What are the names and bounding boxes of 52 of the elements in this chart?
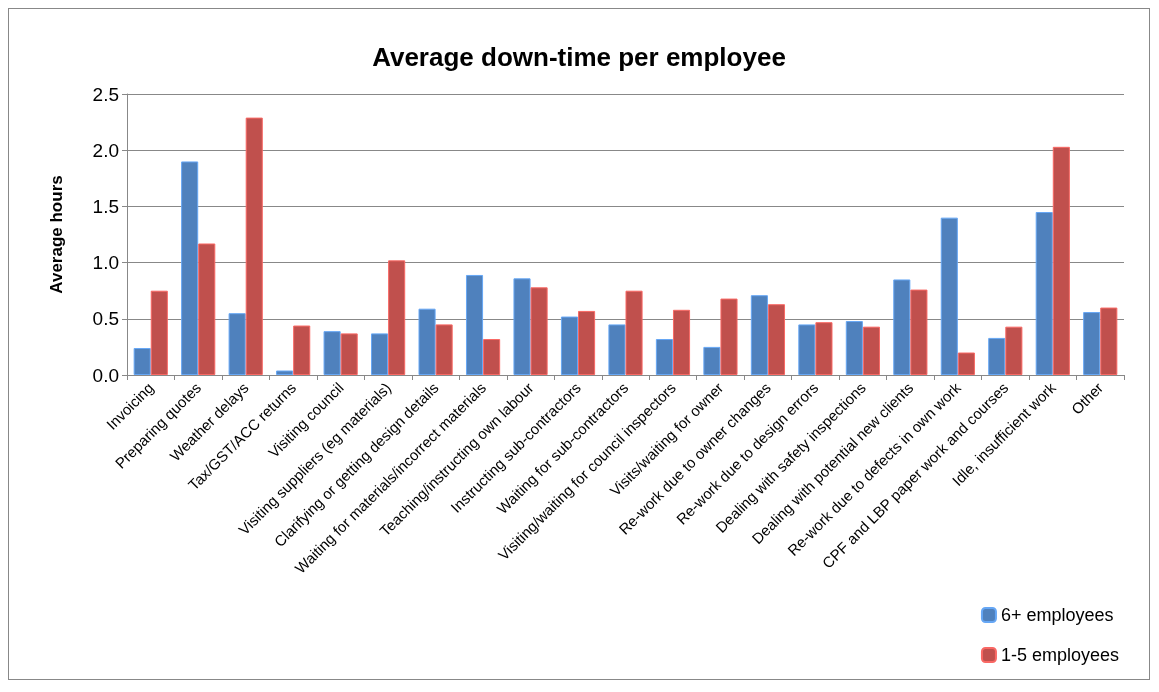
legend-label: 1-5 employees [1000,645,1120,665]
bar [133,348,151,375]
bar [530,287,548,375]
bar [245,117,263,375]
bar [340,333,358,375]
bar [323,331,341,375]
bar [703,346,721,375]
bar [893,279,911,375]
y-tick-label: 2.0 [92,139,119,161]
bar [1052,146,1070,375]
y-tick-label: 0.0 [92,364,119,386]
bar [513,278,531,375]
y-tick-label: 0.5 [92,308,119,330]
bar [655,339,673,375]
bar [750,295,768,375]
bar [228,313,246,375]
bar [957,352,975,375]
bar [276,370,294,375]
y-tick-label: 1.5 [92,195,119,217]
bar [435,324,453,375]
y-tick-label: 1.0 [92,252,119,274]
bar [560,316,579,375]
chart-title: Average down-time per employee [372,42,786,72]
bar [465,274,484,375]
bar [815,322,833,375]
bar [608,324,626,375]
bar [720,298,738,375]
bar [1100,307,1118,375]
bar [1083,312,1101,375]
bar [862,326,880,375]
bar [418,308,436,375]
y-tick-label: 2.5 [92,83,119,105]
bar [672,309,691,375]
bar [483,339,501,375]
bar [181,161,199,375]
bar [625,290,643,375]
bar [940,217,958,375]
bar [767,304,786,375]
bar [150,290,168,375]
bar [371,333,389,375]
bar [910,289,928,375]
bar [388,260,406,375]
bar [988,337,1006,375]
bar [198,243,216,375]
bar [293,325,311,375]
bar [845,321,863,375]
bar [1005,326,1023,375]
y-axis-title: Average hours [47,175,66,294]
legend-label: 6+ employees [1000,605,1114,625]
bar [578,310,596,375]
bar [1035,212,1053,375]
bar [798,324,816,375]
